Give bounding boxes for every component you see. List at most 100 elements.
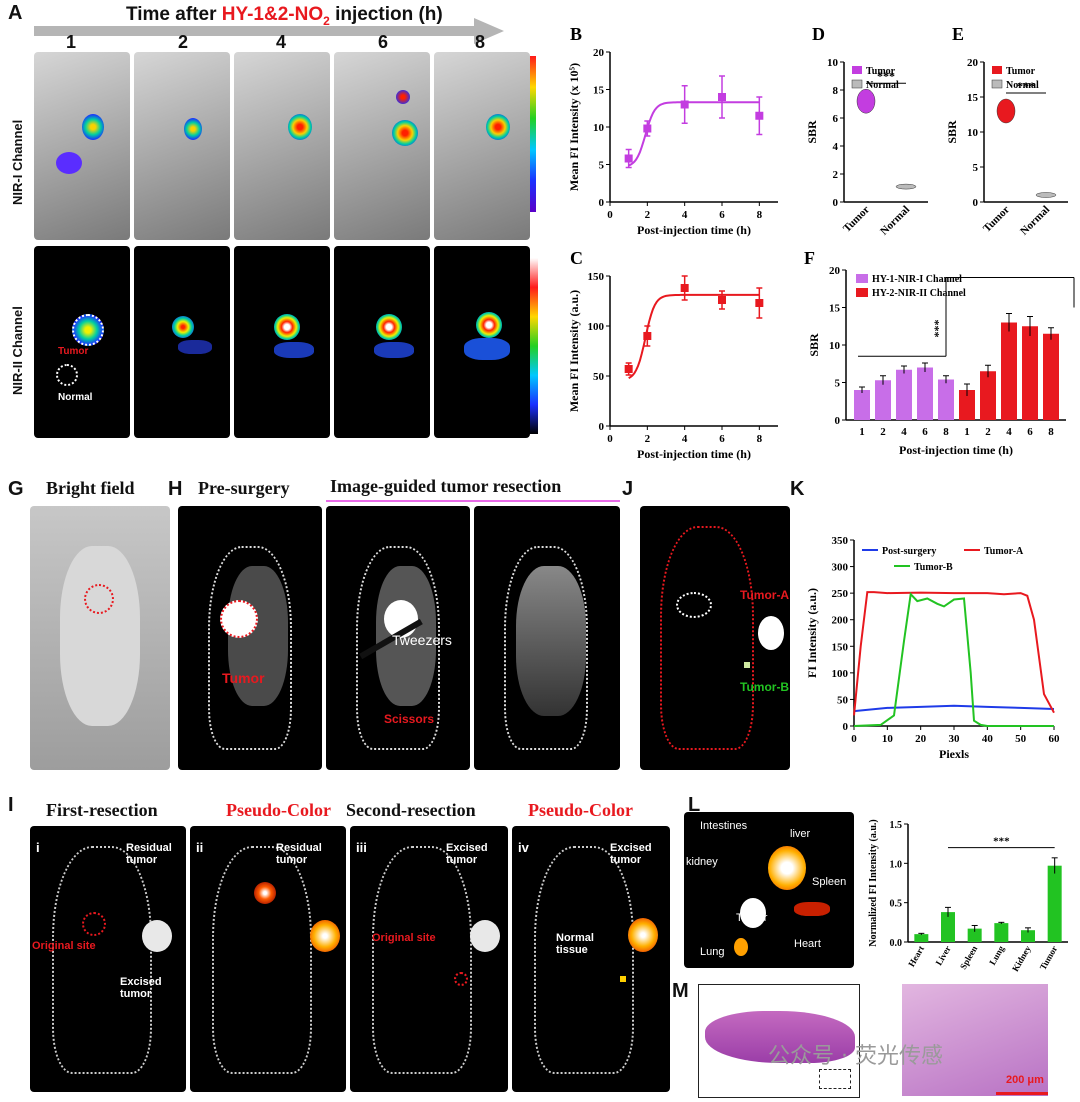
chart-letter: E <box>952 24 964 44</box>
resected-site-circle <box>676 592 712 618</box>
i-image-2 <box>190 826 346 1092</box>
panel-k-letter: K <box>790 478 805 500</box>
y-tick-label: 20 <box>593 47 605 59</box>
y-tick-label: 50 <box>837 694 849 706</box>
chart-b: B 0 2 4 6 8 0 5 10 15 20 Post-injection time (h) Mea… <box>567 24 778 237</box>
nir2-tumor-spot <box>376 314 402 340</box>
panel-g-title: Bright field <box>46 478 135 498</box>
watermark: 公众号 · 荧光传感 <box>768 1044 943 1069</box>
x-tick-label: 8 <box>1048 426 1054 438</box>
legend-swatch <box>856 274 868 283</box>
panel-l-letter: L <box>688 794 701 816</box>
chart-letter: D <box>812 24 825 44</box>
y-tick-label: 20 <box>967 57 979 69</box>
i-title-1: First-resection <box>46 800 158 820</box>
x-tick-label: 2 <box>880 426 886 438</box>
excised-tumor <box>142 920 172 952</box>
y-tick-label: 200 <box>832 615 849 627</box>
y-tick-label: 2 <box>833 169 839 181</box>
nir1-tumor-spot <box>184 118 202 140</box>
timepoint-6: 6 <box>378 32 389 52</box>
x-tick-label: 2 <box>985 426 991 438</box>
mouse-outline <box>660 526 754 750</box>
y-tick-label: 8 <box>833 85 839 97</box>
nir2-mouse-4 <box>234 246 330 438</box>
nir2-background-signal <box>464 338 510 360</box>
y-tick-label: 10 <box>827 57 839 69</box>
data-point <box>755 299 764 307</box>
y-axis-label: Normalized FI Intensity (a.u.) <box>868 819 879 947</box>
x-tick-label: 2 <box>645 209 651 221</box>
y-tick-label: 4 <box>833 141 839 153</box>
x-tick-label: Liver <box>934 944 953 967</box>
y-tick-label: 300 <box>832 562 849 574</box>
violin-normal <box>895 183 917 190</box>
mouse-outline <box>534 846 634 1074</box>
bar <box>994 923 1009 942</box>
y-tick-label: 0.0 <box>890 938 903 949</box>
bar <box>875 380 891 420</box>
nir2-background-signal <box>374 342 414 358</box>
sig-label: *** <box>993 836 1010 848</box>
bar <box>1043 333 1059 420</box>
nir2-tumor-label: Tumor <box>58 346 89 357</box>
timepoint-4: 4 <box>276 32 287 52</box>
y-tick-label: 5 <box>973 162 979 174</box>
x-tick-label: 1 <box>859 426 865 438</box>
y-tick-label: 5 <box>835 378 841 390</box>
x-axis-label: Post-injection time (h) <box>899 443 1013 457</box>
i3-excised-tumor: Excised tumor <box>446 842 488 866</box>
header-suffix: injection (h) <box>329 4 443 25</box>
legend-swatch <box>856 288 868 297</box>
i-image-1 <box>30 826 186 1092</box>
nir1-tumor-spot <box>288 114 312 140</box>
nir1-mouse-1 <box>34 52 130 240</box>
line-series <box>853 704 1055 713</box>
legend-label: Tumor-A <box>984 546 1024 557</box>
y-tick-label: 0 <box>833 197 839 209</box>
organ-lung: Lung <box>700 946 725 958</box>
legend-swatch-normal <box>851 79 863 89</box>
y-tick-label: 0 <box>973 197 979 209</box>
nir2-mouse-6 <box>334 246 430 438</box>
mouse-outline <box>504 546 588 750</box>
legend-normal: Normal <box>866 80 899 91</box>
x-tick-label: 30 <box>949 733 961 745</box>
data-point <box>718 93 726 101</box>
y-tick-label: 100 <box>832 668 849 680</box>
panel-i-letter: I <box>8 794 14 816</box>
organ-kidney: kidney <box>686 856 718 868</box>
i-image-4 <box>512 826 670 1092</box>
nir1-mouse-8 <box>434 52 530 240</box>
y-tick-label: 10 <box>829 340 841 352</box>
chart-l: 0.0 0.5 1.0 1.5 Normalized FI Intensity (a.u… <box>868 819 1068 973</box>
y-axis-label: FI Intensity (a.u.) <box>805 588 819 678</box>
bar <box>967 928 982 942</box>
mouse-outline <box>356 546 440 750</box>
resection-image-1 <box>326 506 470 770</box>
x-axis-label: Piexls <box>939 747 969 761</box>
data-point <box>643 124 652 133</box>
violin-normal <box>1035 192 1057 198</box>
y-tick-label: 150 <box>832 641 849 653</box>
nir2-tumor-spot <box>172 316 194 338</box>
scale-label: 200 μm <box>1006 1074 1044 1086</box>
organ-liver: liver <box>790 828 811 840</box>
i-title-3: Second-resection <box>346 800 476 820</box>
y-tick-label: 0.5 <box>890 899 903 910</box>
nir1-mouse-2 <box>134 52 230 240</box>
i4-excised-tumor: Excised tumor <box>610 842 652 866</box>
tweezers-label: Tweezers <box>392 632 452 648</box>
mouse-outline <box>208 546 292 750</box>
mouse-outline <box>372 846 472 1074</box>
line-series <box>853 592 1054 727</box>
tumor-b-spot <box>744 662 750 668</box>
x-tick-label: 1 <box>964 426 970 438</box>
nir2-colorbar <box>530 258 538 434</box>
sig-label: *** <box>877 69 895 83</box>
nir2-tumor-spot <box>476 312 502 338</box>
i-title-4: Pseudo-Color <box>528 800 633 820</box>
header-prefix: Time after <box>126 4 222 25</box>
bar <box>914 934 929 942</box>
